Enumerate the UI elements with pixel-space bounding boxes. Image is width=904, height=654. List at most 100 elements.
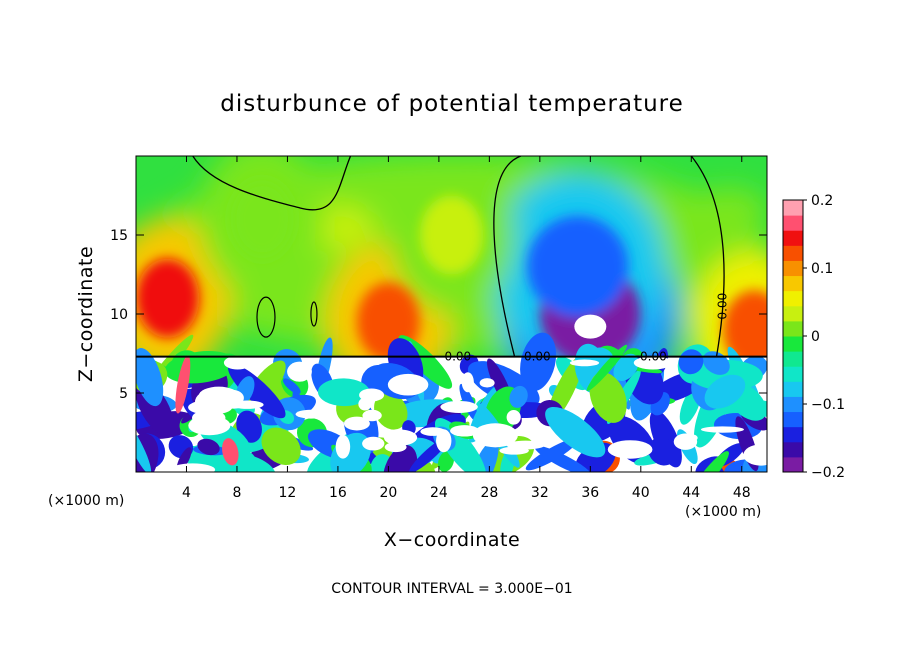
colorbar-swatch [783, 305, 803, 322]
turbulent-white [743, 444, 767, 466]
turbulent-eddy [534, 445, 592, 472]
x-tick-label: 8 [232, 485, 241, 501]
y-axis-title: Z−coordinate [75, 246, 97, 382]
turbulent-white [472, 423, 518, 448]
contour-loop [256, 296, 276, 338]
turbulent-white [343, 416, 370, 431]
colorbar-swatch [783, 260, 803, 277]
x-tick-label: 32 [531, 485, 549, 501]
turbulent-white [358, 397, 372, 411]
turbulent-eddy [509, 385, 528, 408]
turbulent-eddy [197, 438, 220, 456]
colorbar-swatch [783, 215, 803, 231]
field-feature-core [527, 216, 629, 318]
colorbar-swatch [783, 411, 803, 428]
contour-label: 0.00 [640, 350, 667, 364]
field-feature-core [230, 179, 294, 259]
colorbar-swatch [783, 456, 803, 473]
contour-label: 0.00 [716, 293, 730, 320]
turbulent-white [198, 386, 239, 405]
x-unit-right: (×1000 m) [685, 504, 761, 520]
colorbar-swatch [783, 396, 803, 413]
y-tick-label: 15 [110, 228, 128, 244]
turbulent-white [450, 425, 479, 437]
turbulent-white [362, 409, 382, 422]
turbulent-white [170, 463, 216, 472]
field-feature-core [419, 195, 484, 275]
turbulent-white [387, 373, 429, 396]
x-tick-label: 36 [581, 485, 599, 501]
x-tick-label: 28 [480, 485, 498, 501]
contour-label: 0.00 [524, 350, 551, 364]
contour-label: 0.00 [444, 350, 471, 364]
colorbar-swatch [783, 275, 803, 292]
turbulent-white [295, 409, 327, 419]
turbulent-eddy [648, 437, 677, 466]
x-unit-left: (×1000 m) [48, 493, 124, 509]
colorbar-tick-label: 0.2 [811, 193, 833, 209]
turbulent-eddy [222, 438, 239, 466]
x-tick-label: 12 [279, 485, 297, 501]
colorbar-swatch [783, 351, 803, 367]
colorbar-swatch [783, 336, 803, 352]
turbulent-white [479, 378, 495, 388]
turbulent-white [384, 442, 407, 453]
turbulent-white [569, 359, 600, 367]
turbulent-eddy [438, 450, 455, 472]
colorbar-swatch [783, 381, 803, 397]
turbulent-white [461, 372, 474, 393]
turbulent-eddy [374, 391, 408, 430]
turbulent-white [436, 429, 452, 453]
turbulent-white [335, 434, 351, 459]
contour-line [192, 156, 352, 211]
y-tick-label: 10 [110, 307, 128, 323]
turbulent-white [506, 409, 521, 425]
colorbar-labels: 0.2 0.1 0 −0.1 −0.2 [803, 193, 845, 481]
contour-line [493, 156, 725, 357]
colorbar-tick-label: 0.1 [811, 261, 833, 277]
plot-area [136, 156, 767, 472]
x-tick-label: 24 [430, 485, 448, 501]
turbulent-white [230, 400, 264, 409]
colorbar [782, 199, 804, 473]
turbulent-eddy [678, 349, 704, 375]
turbulent-eddy [382, 445, 418, 472]
colorbar-tick-label: −0.2 [811, 465, 845, 481]
turbulent-eddy [136, 423, 152, 472]
x-axis-title: X−coordinate [384, 529, 520, 551]
turbulent-eddy [589, 372, 627, 423]
colorbar-swatch [783, 320, 803, 337]
field-saturated-core [574, 314, 607, 339]
turbulent-eddy [261, 427, 301, 466]
chart-title: disturbunce of potential temperature [220, 91, 684, 117]
turbulent-white [362, 436, 385, 451]
turbulent-eddy [704, 374, 746, 409]
x-axis-ticks: 4 8 12 16 20 24 28 32 36 40 44 48 [182, 156, 751, 501]
colorbar-swatch [783, 290, 803, 307]
colorbar-swatch [783, 245, 803, 261]
x-tick-label: 40 [632, 485, 650, 501]
turbulent-eddy [136, 348, 164, 407]
turbulent-layer [136, 332, 767, 472]
contour-labels: 0.00 0.00 0.00 0.00 [444, 293, 729, 364]
turbulent-eddy [228, 364, 286, 419]
x-tick-label: 16 [329, 485, 347, 501]
x-tick-label: 20 [379, 485, 397, 501]
turbulent-white [633, 356, 673, 370]
turbulent-white [534, 429, 551, 439]
turbulent-eddy [520, 332, 557, 392]
turbulent-eddy [317, 378, 370, 407]
turbulent-white [499, 446, 529, 455]
x-tick-label: 44 [682, 485, 700, 501]
x-tick-label: 48 [733, 485, 751, 501]
contour-loop [310, 301, 318, 327]
colorbar-tick-label: 0 [811, 329, 820, 345]
turbulent-eddy [282, 378, 301, 394]
contour-lines [192, 156, 725, 357]
colorbar-swatch [783, 366, 803, 382]
turbulent-eddy [545, 406, 606, 458]
colorbar-swatch [783, 426, 803, 443]
field-region [691, 187, 767, 235]
turbulent-white [700, 426, 744, 433]
